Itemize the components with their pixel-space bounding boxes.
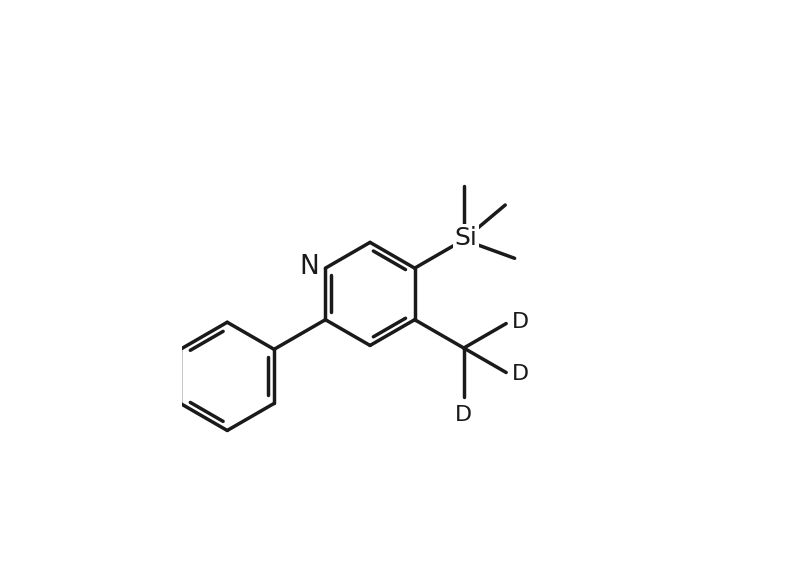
Text: D: D <box>512 364 529 384</box>
Text: D: D <box>512 312 529 332</box>
Text: D: D <box>455 405 472 425</box>
Text: N: N <box>300 254 320 280</box>
Text: Si: Si <box>455 226 478 250</box>
